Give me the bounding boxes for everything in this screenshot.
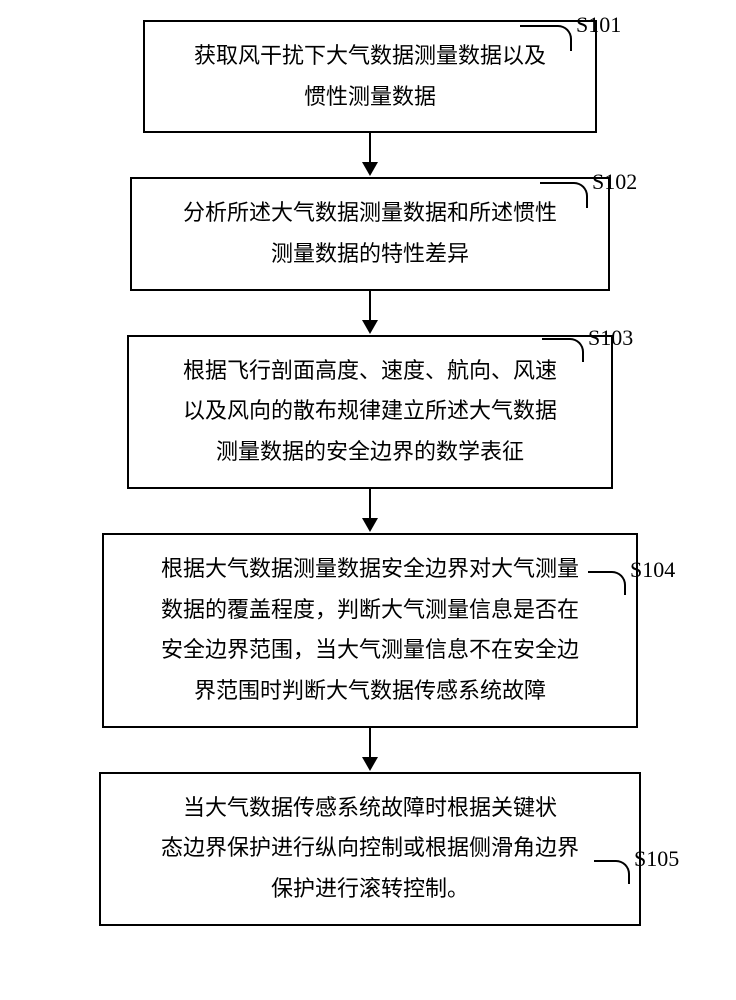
arrow-line [369,133,371,163]
connector-s103 [542,338,584,362]
arrow-head-icon [362,320,378,334]
step-row-s102: 分析所述大气数据测量数据和所述惯性测量数据的特性差异S102 [20,177,720,290]
step-row-s103: 根据飞行剖面高度、速度、航向、风速以及风向的散布规律建立所述大气数据测量数据的安… [20,335,720,489]
step-box-s103: 根据飞行剖面高度、速度、航向、风速以及风向的散布规律建立所述大气数据测量数据的安… [127,335,613,489]
arrow-head-icon [362,162,378,176]
step-row-s101: 获取风干扰下大气数据测量数据以及惯性测量数据S101 [20,20,720,133]
step-box-s104: 根据大气数据测量数据安全边界对大气测量数据的覆盖程度，判断大气测量信息是否在安全… [102,533,638,728]
arrow-line [369,728,371,758]
flowchart-container: 获取风干扰下大气数据测量数据以及惯性测量数据S101 分析所述大气数据测量数据和所… [20,20,720,926]
arrow-s104-down [20,728,720,772]
arrow-s103-down [20,489,720,533]
connector-s101 [520,25,572,51]
connector-s102 [540,182,588,208]
connector-s104 [588,571,626,595]
arrow-line [369,489,371,519]
arrow-s101-down [20,133,720,177]
step-row-s105: 当大气数据传感系统故障时根据关键状态边界保护进行纵向控制或根据侧滑角边界保护进行… [20,772,720,926]
arrow-head-icon [362,518,378,532]
step-box-s105: 当大气数据传感系统故障时根据关键状态边界保护进行纵向控制或根据侧滑角边界保护进行… [99,772,641,926]
step-row-s104: 根据大气数据测量数据安全边界对大气测量数据的覆盖程度，判断大气测量信息是否在安全… [20,533,720,728]
arrow-s102-down [20,291,720,335]
arrow-head-icon [362,757,378,771]
arrow-line [369,291,371,321]
connector-s105 [594,860,630,884]
step-box-s102: 分析所述大气数据测量数据和所述惯性测量数据的特性差异 [130,177,610,290]
